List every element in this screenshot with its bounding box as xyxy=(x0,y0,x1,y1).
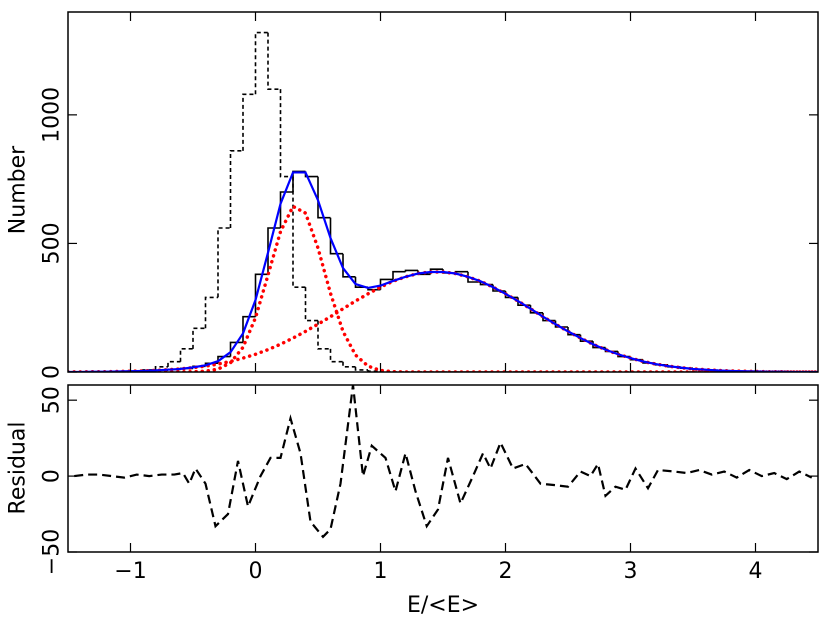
histogram-step xyxy=(292,170,306,192)
histogram-step xyxy=(317,320,331,350)
histogram-step xyxy=(279,89,293,178)
histogram-step xyxy=(304,287,318,322)
x-tick-label: 0 xyxy=(249,559,263,584)
histogram-step xyxy=(454,270,468,273)
top-plot xyxy=(68,31,818,372)
histogram-step xyxy=(242,93,256,151)
histogram-step xyxy=(342,361,356,368)
y-tick-label: 1000 xyxy=(40,87,65,143)
axes-frame xyxy=(67,384,819,553)
line xyxy=(68,204,818,372)
line xyxy=(74,385,813,539)
histogram-step xyxy=(179,348,193,362)
histogram-step xyxy=(167,360,181,367)
x-tick-label: 1 xyxy=(374,559,388,584)
line xyxy=(68,171,818,372)
y-tick-label: 500 xyxy=(40,222,65,264)
histogram-step xyxy=(267,227,281,275)
histogram-step xyxy=(329,217,343,255)
y-tick-label: 50 xyxy=(40,386,65,414)
x-tick-label: 2 xyxy=(499,559,513,584)
y-tick-label: 0 xyxy=(40,365,65,379)
axes: 0 500 1000 −50 0 50 −1 0 1 2 3 4 xyxy=(40,11,819,584)
histogram-step xyxy=(329,348,343,363)
bottom-plot xyxy=(74,385,813,539)
line xyxy=(68,270,818,372)
x-axis-label: E/<E> xyxy=(407,593,479,618)
y-axis-label: Number xyxy=(6,145,31,234)
histogram-step xyxy=(254,31,268,95)
histogram-step xyxy=(217,227,231,298)
histogram-step xyxy=(279,191,293,228)
histogram-step xyxy=(267,32,281,90)
histogram-step xyxy=(229,150,243,228)
y-axis-label: Residual xyxy=(6,422,31,515)
x-tick-label: 3 xyxy=(624,559,638,584)
y-tick-label: −50 xyxy=(40,529,65,575)
x-tick-label: −1 xyxy=(114,559,146,584)
histogram-step xyxy=(404,269,418,272)
histogram-step xyxy=(367,369,381,372)
histogram-step xyxy=(354,366,368,371)
histogram-step xyxy=(292,176,306,288)
histogram-step xyxy=(204,296,218,329)
histogram-step xyxy=(342,253,356,278)
histogram-step xyxy=(192,327,206,349)
histogram-step xyxy=(317,176,331,219)
histogram-step xyxy=(392,270,406,280)
x-tick-label: 4 xyxy=(749,559,763,584)
y-tick-label: 0 xyxy=(40,469,65,483)
axes-frame xyxy=(67,11,819,373)
histogram-step xyxy=(154,366,168,370)
